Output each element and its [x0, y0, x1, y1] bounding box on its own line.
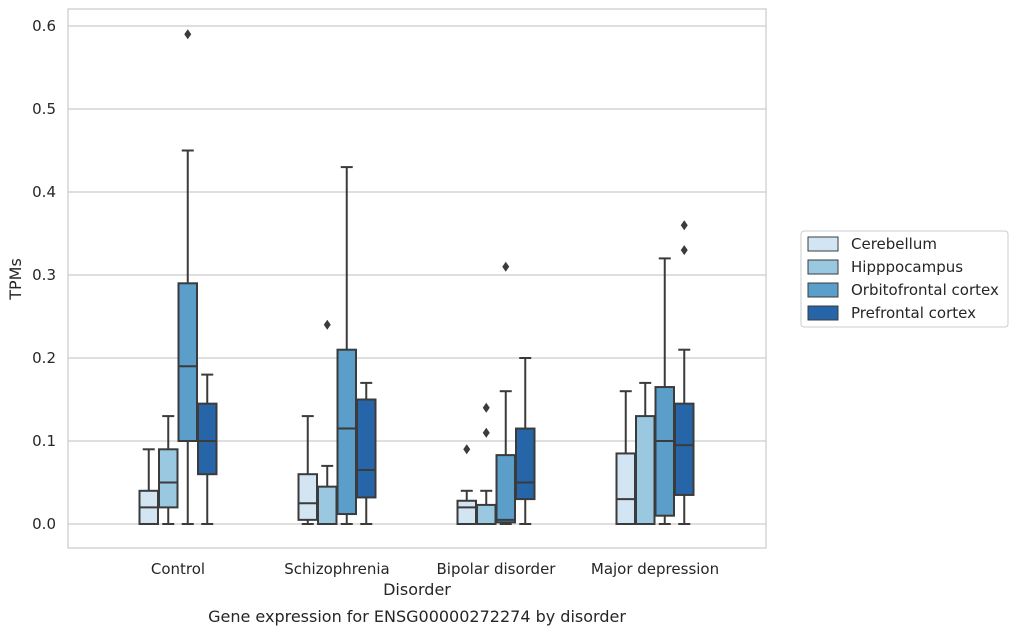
box-plot-marks [138, 29, 695, 526]
box-group [138, 448, 159, 525]
legend-swatch [807, 282, 839, 298]
box-iqr [654, 386, 675, 517]
outlier-point [184, 29, 192, 40]
y-axis-label: TPMs [6, 258, 25, 301]
box-iqr [177, 282, 198, 442]
y-tick-label: 0.3 [32, 266, 56, 284]
box-iqr [356, 398, 377, 499]
outlier-point [502, 261, 510, 272]
outlier-point [680, 245, 688, 256]
box-group [615, 390, 636, 526]
box-group [336, 166, 357, 525]
box-iqr [197, 402, 218, 476]
box-group [356, 381, 377, 525]
box-iqr [297, 473, 318, 521]
legend-label: Prefrontal cortex [851, 304, 976, 322]
x-tick-label: Major depression [591, 560, 719, 578]
x-tick-label: Bipolar disorder [437, 560, 557, 578]
y-tick-label: 0.6 [32, 17, 56, 35]
x-tick-label: Control [151, 560, 205, 578]
y-tick-label: 0.1 [32, 432, 56, 450]
outlier-point [482, 402, 490, 413]
outlier-point [463, 444, 471, 455]
box-group [495, 261, 516, 525]
chart-caption: Gene expression for ENSG00000272274 by d… [208, 607, 626, 626]
x-axis-ticks: Control Schizophrenia Bipolar disorder Majo… [151, 560, 719, 578]
box-iqr [476, 503, 497, 526]
box-group [197, 373, 218, 525]
outlier-point [323, 319, 331, 330]
y-tick-label: 0.5 [32, 100, 56, 118]
box-iqr [495, 454, 516, 524]
legend-label: Cerebellum [851, 235, 937, 253]
legend-swatch [807, 236, 839, 252]
legend-label: Hipppocampus [851, 258, 963, 276]
box-iqr [158, 448, 179, 509]
box-iqr [456, 499, 477, 526]
outlier-point [680, 220, 688, 231]
x-tick-label: Schizophrenia [284, 560, 389, 578]
x-axis-label: Disorder [383, 580, 451, 599]
box-iqr [317, 485, 338, 525]
box-iqr [674, 402, 695, 496]
box-iqr [615, 452, 636, 526]
box-iqr [635, 415, 656, 526]
plot-area-frame [67, 8, 767, 549]
box-group [515, 357, 536, 525]
box-group [674, 220, 695, 525]
box-group [317, 319, 338, 525]
legend-swatch [807, 305, 839, 321]
y-axis-ticks: 0.0 0.1 0.2 0.3 0.4 0.5 0.6 [32, 17, 56, 533]
outlier-point [482, 427, 490, 438]
box-group [177, 29, 198, 525]
legend-swatch [807, 259, 839, 275]
box-iqr [336, 348, 357, 516]
box-group [456, 444, 477, 526]
y-tick-label: 0.2 [32, 349, 56, 367]
y-tick-label: 0.0 [32, 515, 56, 533]
box-group [476, 402, 497, 526]
legend-items: Cerebellum Hipppocampus Orbitofrontal cort… [807, 235, 999, 322]
legend-label: Orbitofrontal cortex [851, 281, 999, 299]
box-iqr [515, 427, 536, 501]
box-group [297, 415, 318, 525]
box-group [158, 415, 179, 525]
box-group [654, 257, 675, 525]
legend: Cerebellum Hipppocampus Orbitofrontal cort… [800, 230, 1009, 328]
legend-frame [800, 230, 1009, 328]
box-group [635, 381, 656, 526]
y-tick-label: 0.4 [32, 183, 56, 201]
